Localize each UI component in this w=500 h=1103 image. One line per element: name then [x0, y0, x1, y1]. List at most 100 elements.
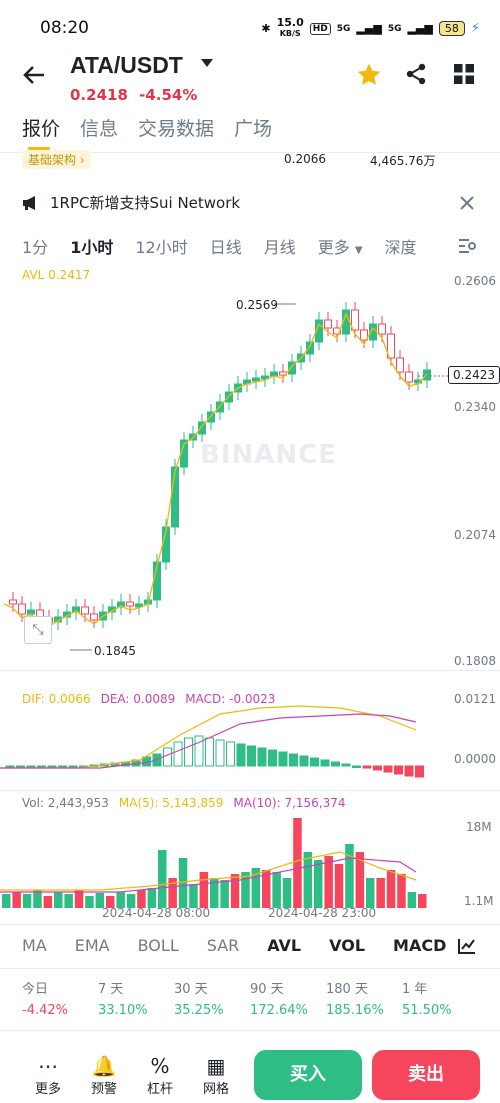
- macd-bar: [58, 765, 67, 768]
- close-icon[interactable]: [460, 196, 474, 210]
- pair-header: ATA/USDT 0.2418 -4.54%: [0, 50, 500, 110]
- grid-layout-icon[interactable]: [454, 64, 474, 84]
- avl-line: [3, 312, 428, 627]
- perf-value: 51.50%: [402, 1003, 452, 1018]
- volume-bar: [168, 878, 177, 908]
- candle-body: [414, 379, 422, 384]
- volume-bar: [178, 858, 188, 908]
- macd-bar: [278, 751, 288, 767]
- tab-quote[interactable]: 报价: [22, 118, 61, 140]
- macd-bar: [47, 765, 57, 768]
- perf-value: 172.64%: [250, 1003, 308, 1018]
- last-price: 0.2418: [70, 86, 128, 104]
- tab-trade-data[interactable]: 交易数据: [138, 118, 215, 140]
- macd-bar: [236, 743, 246, 767]
- favorite-star-icon[interactable]: [356, 62, 382, 88]
- candle-body: [135, 603, 143, 608]
- interval-12h[interactable]: 12小时: [135, 238, 188, 257]
- perf-label: 180 天: [326, 982, 368, 997]
- perf-180d: 180 天 185.16%: [326, 978, 384, 1018]
- depth-tab[interactable]: 深度: [384, 238, 417, 257]
- status-bar: 08:20 ✱ 15.0 KB/S HD 5G ▂▄▆ 5G ▂▄▆ 58 ⚡: [0, 0, 500, 56]
- volume-chart[interactable]: [0, 810, 500, 910]
- back-arrow-icon[interactable]: [22, 64, 46, 86]
- share-icon[interactable]: [404, 62, 428, 86]
- macd-bar: [320, 759, 330, 767]
- chart-settings-icon[interactable]: [458, 238, 476, 254]
- volume-bar: [199, 872, 209, 908]
- bottom-action-bar: ⋯ 更多 🔔 预警 % 杠杆 ▦ 网格 买入 卖出: [0, 1040, 500, 1103]
- indicator-ma[interactable]: MA: [22, 936, 47, 955]
- indicator-settings-icon[interactable]: [458, 938, 476, 954]
- indicator-vol[interactable]: VOL: [329, 936, 366, 955]
- volume-bar: [345, 844, 354, 908]
- macd-chart[interactable]: [0, 690, 500, 790]
- candle-body: [306, 341, 314, 355]
- signal-icon-1: ▂▄▆: [356, 22, 382, 35]
- tab-info[interactable]: 信息: [80, 118, 119, 140]
- alert-button[interactable]: 🔔 预警: [84, 1054, 124, 1097]
- buy-button[interactable]: 买入: [254, 1050, 362, 1100]
- perf-label: 1 年: [402, 982, 428, 997]
- volume-bar: [137, 890, 146, 908]
- volume-bar: [386, 870, 396, 908]
- interval-1h[interactable]: 1小时: [70, 238, 114, 257]
- candle-body: [126, 601, 134, 607]
- volume-bar: [106, 896, 115, 908]
- fullscreen-button[interactable]: ⤡: [24, 616, 52, 644]
- perf-divider: [0, 1030, 500, 1031]
- leverage-button[interactable]: % 杠杆: [140, 1054, 180, 1097]
- volume-tick: 18M: [466, 820, 492, 834]
- indicator-ema[interactable]: EMA: [74, 936, 110, 955]
- candle-body: [171, 466, 179, 528]
- indicator-macd[interactable]: MACD: [393, 936, 447, 955]
- volume-bar: [230, 874, 240, 908]
- macd-bar: [163, 747, 172, 767]
- volume-bar: [2, 894, 11, 908]
- category-tag[interactable]: 基础架构 ›: [22, 150, 91, 169]
- interval-1d[interactable]: 日线: [209, 238, 242, 257]
- indicator-avl[interactable]: AVL: [267, 936, 302, 955]
- macd-bar: [352, 765, 361, 768]
- macd-bar: [226, 741, 235, 767]
- indicator-tabs: MA EMA BOLL SAR AVL VOL MACD: [22, 936, 446, 955]
- grid-button[interactable]: ▦ 网格: [196, 1054, 236, 1097]
- info-price: 0.2066: [284, 152, 326, 166]
- interval-1mo[interactable]: 月线: [263, 238, 296, 257]
- announcement-text: 1RPC新增支持Sui Network: [50, 194, 241, 212]
- volume-bar: [314, 860, 323, 908]
- macd-bar: [415, 765, 424, 778]
- interval-1m[interactable]: 1分: [22, 238, 49, 257]
- network-speed: 15.0 KB/S: [277, 17, 304, 39]
- macd-bar: [37, 765, 46, 768]
- interval-more[interactable]: 更多 ▼: [318, 234, 363, 258]
- charging-icon: ⚡: [470, 21, 480, 36]
- chevron-down-icon: ▼: [354, 245, 363, 256]
- volume-bar: [303, 852, 313, 908]
- announcement-bar[interactable]: 1RPC新增支持Sui Network: [22, 192, 240, 213]
- macd-bar: [5, 765, 15, 768]
- candle-body: [360, 329, 368, 341]
- volume-legend: Vol: 2,443,953 MA(5): 5,143,859 MA(10): …: [22, 796, 346, 810]
- candle-body: [396, 357, 404, 373]
- volume-bar: [85, 896, 94, 908]
- tab-square[interactable]: 广场: [234, 118, 273, 140]
- pair-title[interactable]: ATA/USDT: [70, 52, 183, 78]
- kline-chart[interactable]: [0, 262, 500, 672]
- status-time: 08:20: [40, 18, 89, 38]
- leverage-label: 杠杆: [146, 1082, 173, 1097]
- more-button[interactable]: ⋯ 更多: [28, 1054, 68, 1097]
- more-label: 更多: [34, 1082, 61, 1097]
- candle-body: [216, 401, 224, 413]
- volume-bar: [418, 894, 427, 908]
- sell-button[interactable]: 卖出: [372, 1050, 480, 1100]
- indicator-sar[interactable]: SAR: [206, 936, 240, 955]
- indicator-boll[interactable]: BOLL: [137, 936, 179, 955]
- kline-divider: [0, 670, 500, 671]
- candle-body: [9, 599, 17, 605]
- volume-bar: [43, 896, 53, 908]
- candle-body: [387, 333, 395, 359]
- perf-today: 今日 -4.42%: [22, 978, 68, 1018]
- pair-dropdown-icon[interactable]: [200, 58, 214, 68]
- avl-label: AVL 0.2417: [22, 268, 91, 282]
